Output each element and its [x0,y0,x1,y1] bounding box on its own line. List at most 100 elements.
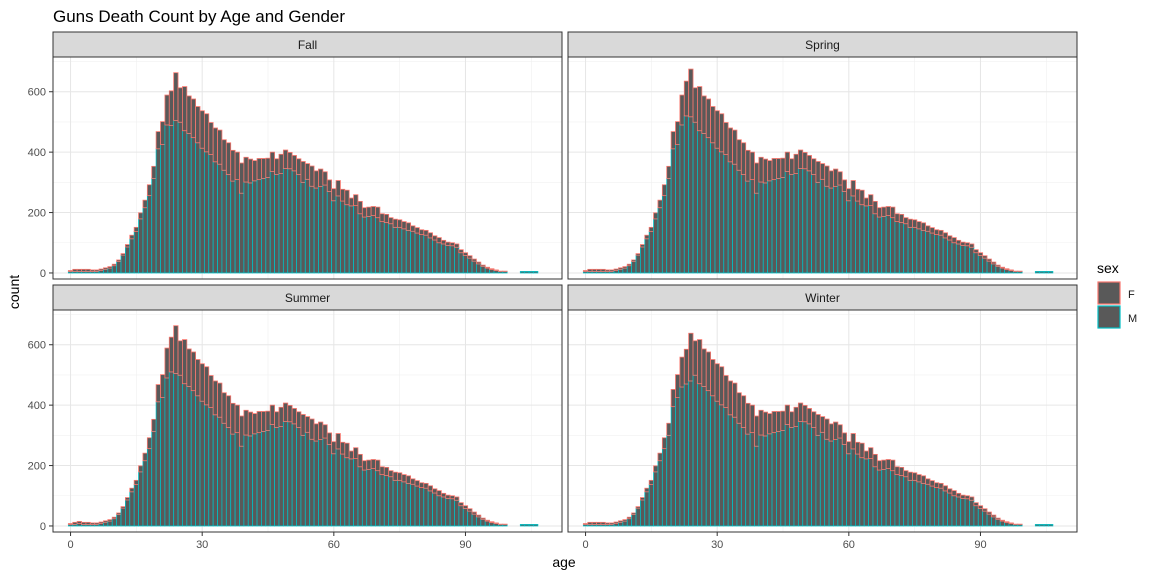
bar-f [776,158,780,178]
bar-f [601,522,605,524]
bar-m [667,435,671,526]
bar-f [318,422,322,440]
bar-m [196,396,200,526]
bar-f [763,159,767,183]
bar-f [441,240,445,244]
bar-m [218,164,222,273]
bar-m [134,232,138,273]
bar-m [1048,271,1052,273]
bar-f [785,405,789,424]
bar-f [90,270,94,272]
bar-m [1044,271,1048,273]
bar-f [367,207,371,216]
bar-m [1035,524,1039,526]
bar-f [130,235,134,239]
bar-m [261,178,265,273]
bar-f [125,245,129,247]
bar-f [724,123,728,155]
bar-m [781,431,785,526]
bar-m [965,246,969,273]
bar-m [895,475,899,526]
bar-m [623,268,627,273]
bar-m [965,499,969,526]
bar-m [235,433,239,526]
bar-m [428,238,432,273]
bar-m [706,138,710,273]
bar-m [983,258,987,273]
bar-m [437,496,441,526]
bar-m [209,408,213,526]
bar-f [939,230,943,235]
bar-f [983,256,987,258]
bar-m [991,264,995,273]
bar-m [618,522,622,526]
bar-m [196,143,200,273]
bar-f [627,264,631,266]
bar-f [99,269,103,271]
bar-f [213,381,217,415]
bar-f [706,99,710,138]
bar-m [327,444,331,526]
bar-m [349,459,353,526]
x-tick-label: 60 [843,539,855,551]
bar-m [520,524,524,526]
bar-f [397,220,401,228]
bar-f [737,140,741,171]
bar-f [627,517,631,519]
bar-f [340,442,344,454]
bar-f [103,268,107,270]
bar-m [108,268,112,273]
bar-m [1000,268,1004,273]
bar-f [987,512,991,514]
bar-m [829,441,833,526]
bar-m [191,138,195,273]
bar-m [912,227,916,273]
bar-f [649,227,653,231]
bar-m [996,519,1000,526]
bar-f [354,195,358,206]
bar-m [340,201,344,273]
bar-f [332,442,336,454]
bar-f [794,407,798,426]
bar-m [411,484,415,526]
bar-m [829,188,833,273]
bar-f [891,207,895,218]
bar-m [354,206,358,273]
bar-m [147,449,151,526]
bar-f [446,495,450,498]
bar-m [855,454,859,526]
bar-f [711,107,715,143]
bar-m [943,491,947,526]
bar-f [323,425,327,438]
bar-f [965,496,969,499]
x-tick-label: 0 [67,539,73,551]
bar-f [380,467,384,475]
bar-m [794,174,798,273]
bar-f [601,269,605,271]
bar-f [415,481,419,486]
bar-m [974,253,978,273]
bar-m [529,271,533,273]
bar-f [433,236,437,240]
bar-f [288,152,292,168]
bar-f [991,262,995,264]
bar-m [798,421,802,526]
bar-f [218,383,222,417]
bar-f [485,267,489,268]
bar-m [235,180,239,273]
bar-m [930,486,934,526]
bar-f [825,419,829,439]
bar-m [441,497,445,526]
bar-m [741,174,745,272]
bar-m [446,245,450,272]
bar-m [156,149,160,273]
bar-f [654,466,658,472]
bar-m [640,500,644,526]
bar-f [719,114,723,152]
bar-m [239,193,243,273]
bar-f [649,480,653,484]
bar-m [336,449,340,526]
bar-f [222,393,226,424]
bar-f [676,375,680,398]
bar-f [68,271,72,272]
